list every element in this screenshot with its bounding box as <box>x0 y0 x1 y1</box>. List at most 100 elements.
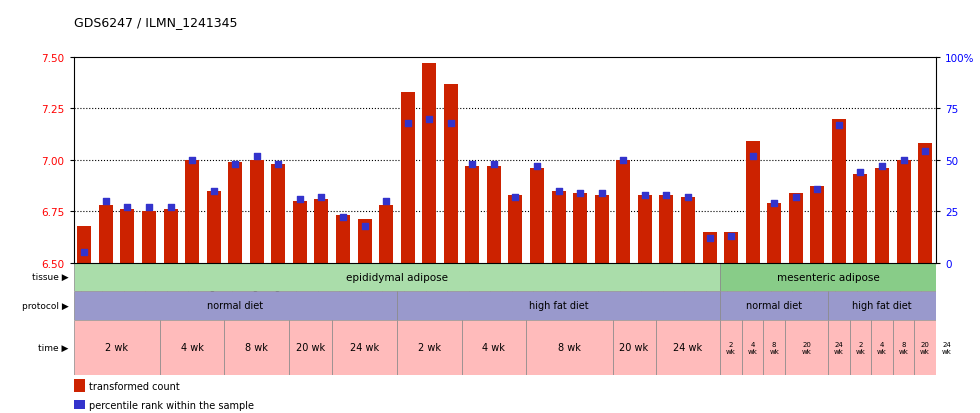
Bar <box>99 205 113 263</box>
Point <box>831 122 847 129</box>
Bar <box>142 211 156 263</box>
Bar <box>936 320 957 375</box>
Bar <box>854 175 867 263</box>
Text: 2
wk: 2 wk <box>726 341 736 354</box>
Text: 8 wk: 8 wk <box>245 342 269 352</box>
Bar <box>74 320 160 375</box>
Point <box>486 161 502 168</box>
Bar <box>164 209 177 263</box>
Bar <box>397 320 462 375</box>
Point <box>249 153 265 159</box>
Bar <box>850 320 871 375</box>
Bar <box>422 64 436 263</box>
Point <box>206 188 221 195</box>
Bar <box>612 320 656 375</box>
Text: tissue ▶: tissue ▶ <box>32 273 69 282</box>
Point <box>615 157 631 164</box>
Text: 20
wk: 20 wk <box>920 341 930 354</box>
Bar <box>681 197 695 263</box>
Point <box>314 194 329 201</box>
Text: 4 wk: 4 wk <box>482 342 506 352</box>
Bar <box>595 195 609 263</box>
Bar <box>828 292 936 320</box>
Point <box>184 157 200 164</box>
Point <box>896 157 911 164</box>
Bar <box>616 160 630 263</box>
Text: mesenteric adipose: mesenteric adipose <box>777 272 879 282</box>
Text: 20 wk: 20 wk <box>296 342 325 352</box>
Bar <box>444 84 458 263</box>
Bar <box>293 202 307 263</box>
Point <box>702 235 717 242</box>
Text: 8
wk: 8 wk <box>899 341 908 354</box>
Text: 8
wk: 8 wk <box>769 341 779 354</box>
Point <box>917 149 933 155</box>
Point <box>421 116 437 123</box>
Bar <box>315 199 328 263</box>
Text: 8 wk: 8 wk <box>558 342 581 352</box>
Point <box>227 161 243 168</box>
Bar <box>509 195 522 263</box>
Bar <box>332 320 397 375</box>
Bar <box>336 216 350 263</box>
Text: 4 wk: 4 wk <box>180 342 204 352</box>
Bar <box>228 162 242 263</box>
Bar <box>893 320 914 375</box>
Point <box>163 204 178 211</box>
Point <box>76 249 92 256</box>
Text: 4
wk: 4 wk <box>877 341 887 354</box>
Bar <box>918 144 932 263</box>
Bar <box>224 320 289 375</box>
Bar <box>720 263 936 292</box>
Bar <box>724 232 738 263</box>
Bar <box>462 320 526 375</box>
Point <box>637 192 653 199</box>
Point <box>788 194 804 201</box>
Text: 2 wk: 2 wk <box>417 342 441 352</box>
Bar <box>828 320 850 375</box>
Text: 24
wk: 24 wk <box>834 341 844 354</box>
Bar <box>656 320 720 375</box>
Bar <box>487 166 501 263</box>
Bar <box>763 320 785 375</box>
Point <box>335 214 351 221</box>
Point <box>659 192 674 199</box>
Point <box>270 161 286 168</box>
Bar <box>660 195 673 263</box>
Bar <box>789 193 803 263</box>
Point <box>443 120 459 127</box>
Bar <box>250 160 264 263</box>
Bar <box>871 320 893 375</box>
Text: 2 wk: 2 wk <box>105 342 128 352</box>
Text: high fat diet: high fat diet <box>529 301 588 311</box>
Text: protocol ▶: protocol ▶ <box>22 301 69 310</box>
Point <box>874 163 890 170</box>
Point <box>745 153 760 159</box>
Text: transformed count: transformed count <box>89 381 180 391</box>
Text: 24 wk: 24 wk <box>350 342 379 352</box>
Text: 4
wk: 4 wk <box>748 341 758 354</box>
Bar <box>914 320 936 375</box>
Bar <box>289 320 332 375</box>
Point <box>508 194 523 201</box>
Bar <box>121 209 134 263</box>
Bar <box>720 320 742 375</box>
Bar <box>74 292 397 320</box>
Point <box>551 188 566 195</box>
Point <box>357 223 372 229</box>
Bar <box>401 93 415 263</box>
Bar <box>767 204 781 263</box>
Bar <box>530 169 544 263</box>
Bar <box>74 400 85 409</box>
Bar <box>810 187 824 263</box>
Point <box>766 200 782 207</box>
Point <box>680 194 696 201</box>
Text: time ▶: time ▶ <box>38 343 69 352</box>
Point <box>529 163 545 170</box>
Bar <box>746 142 760 263</box>
Text: high fat diet: high fat diet <box>853 301 911 311</box>
Text: 2
wk: 2 wk <box>856 341 865 354</box>
Bar <box>638 195 652 263</box>
Bar <box>526 320 612 375</box>
Point <box>723 233 739 240</box>
